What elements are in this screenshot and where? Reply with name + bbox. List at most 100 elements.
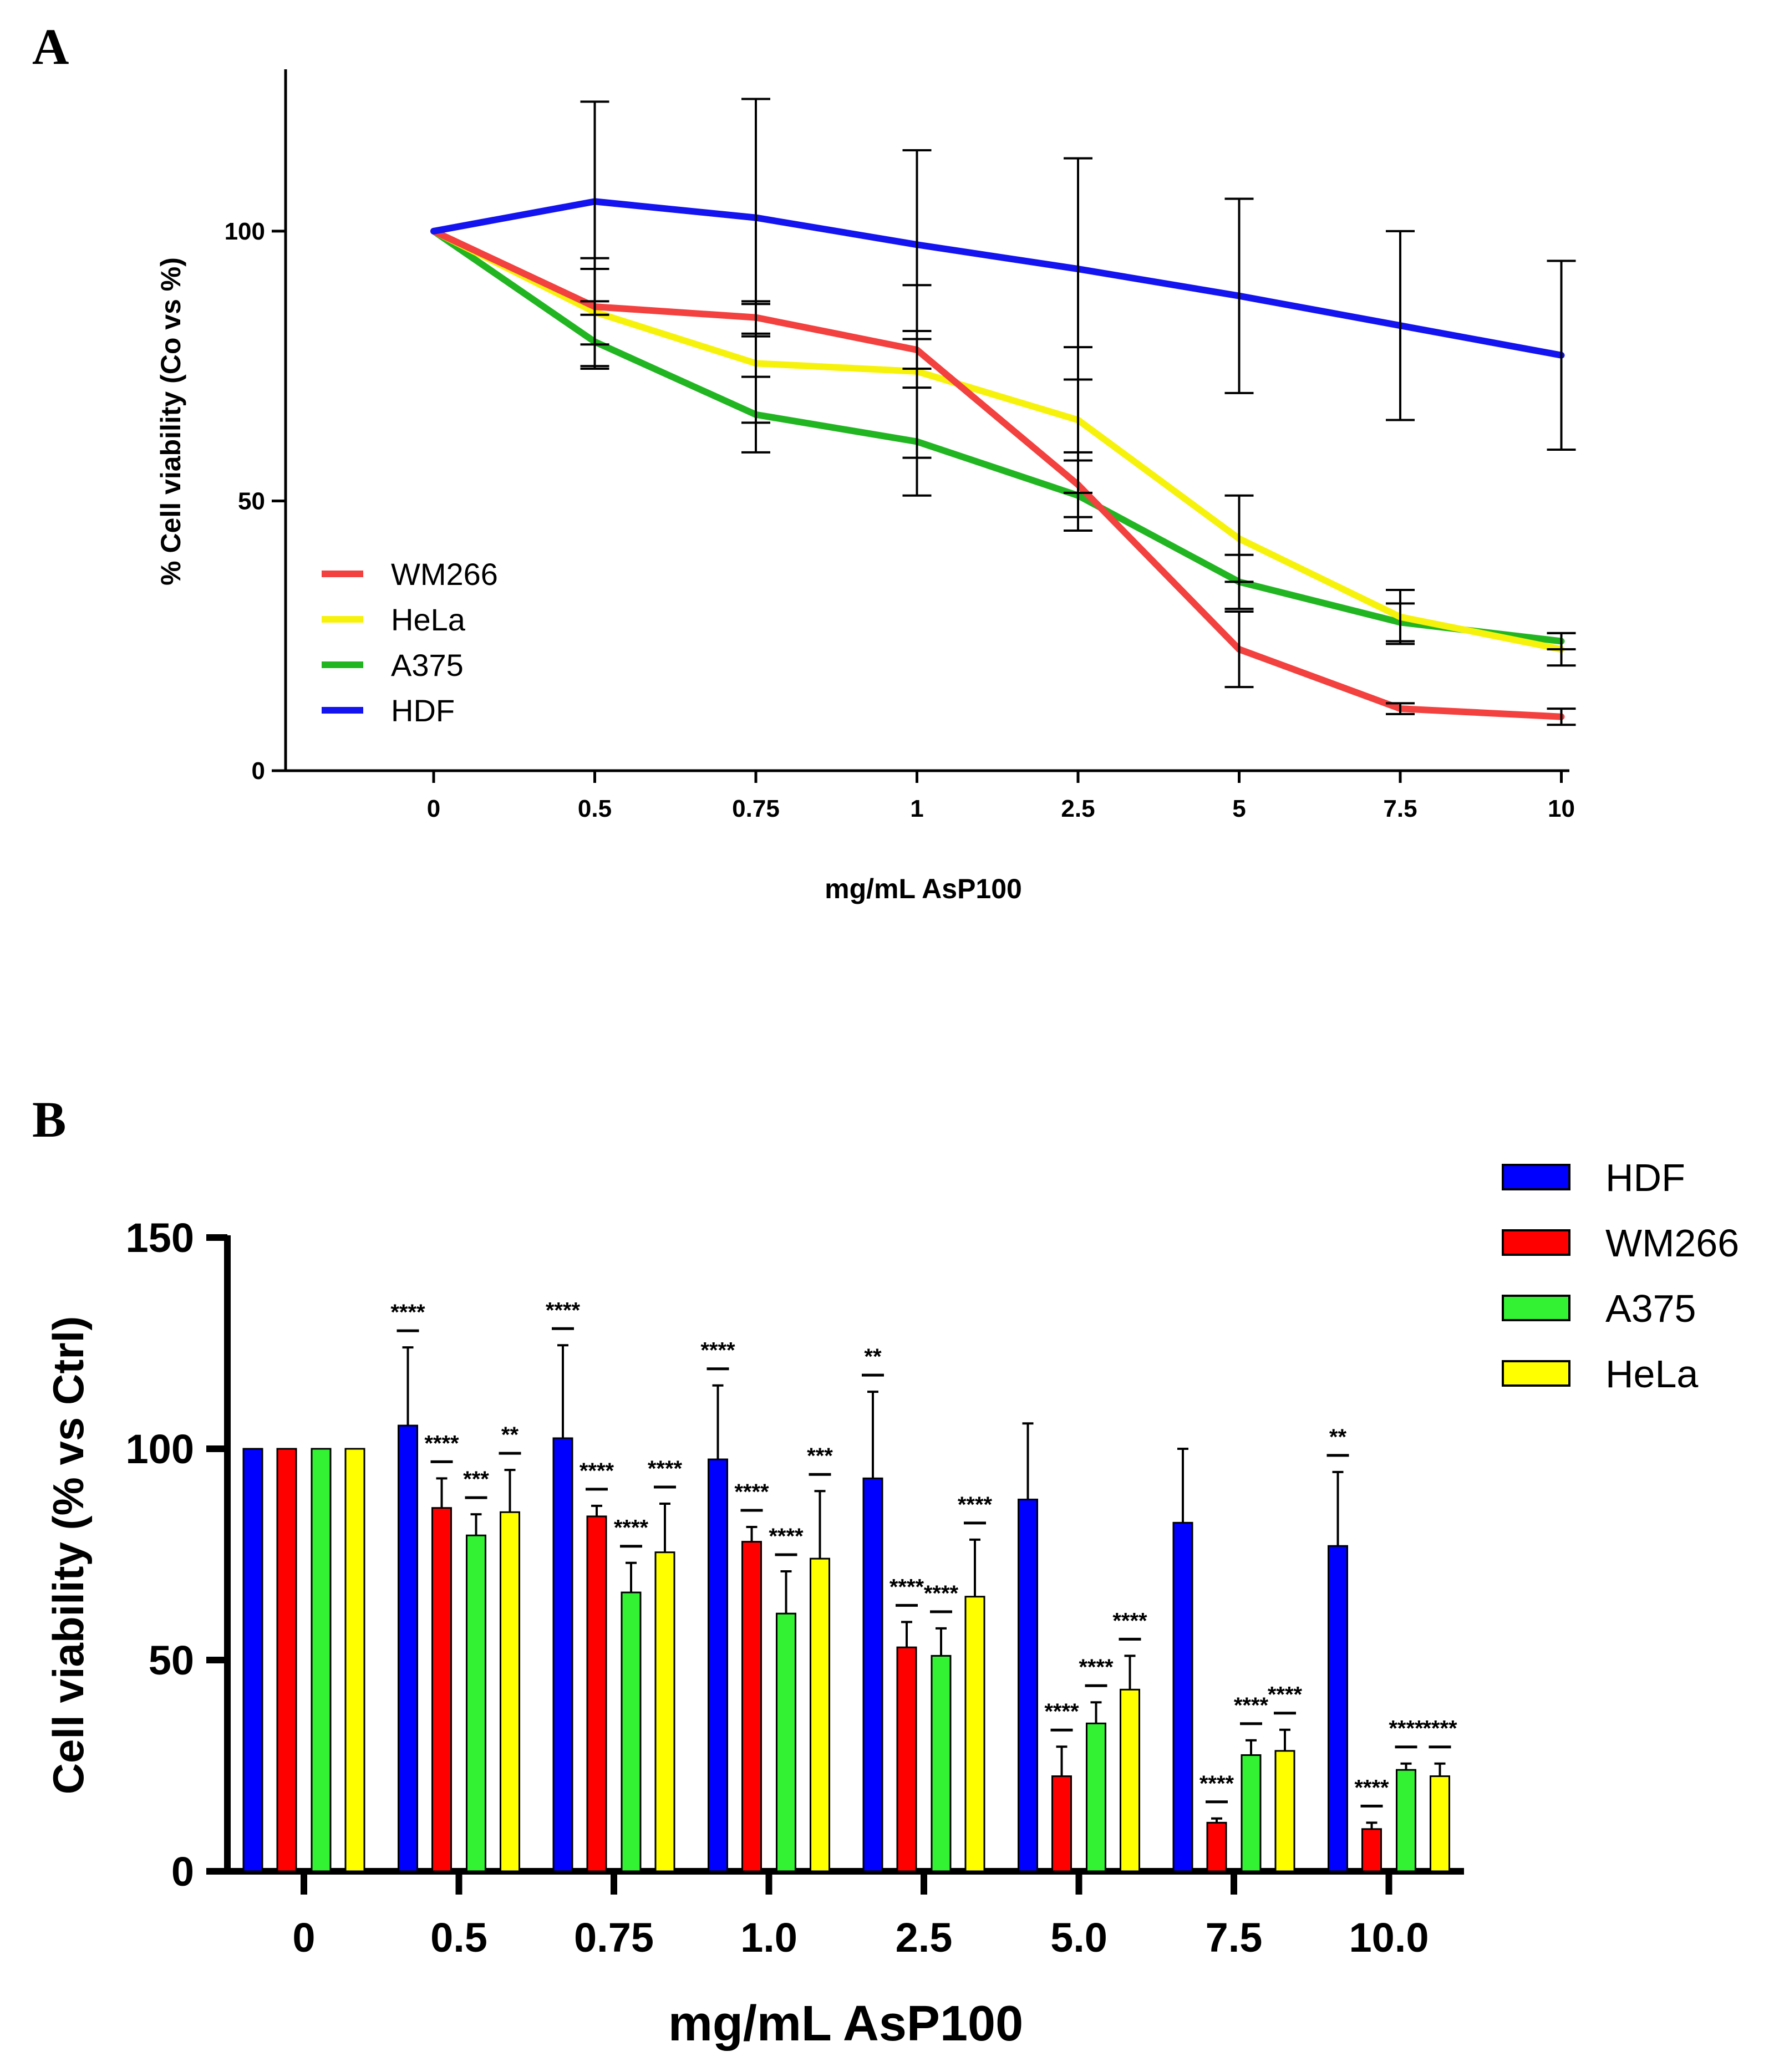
bar-wm266 [896,1646,917,1872]
significance-stars: **** [734,1480,769,1504]
x-tick-label: 5 [1232,795,1246,822]
bar-hela [1120,1688,1140,1872]
legend-label-a375: A375 [391,648,464,683]
legend-swatch-hela [1502,1360,1570,1387]
x-tick-label: 1.0 [740,1915,797,1961]
bar-a375 [1241,1754,1262,1872]
bar-wm266 [431,1507,452,1872]
bar-a375 [466,1534,486,1872]
significance-stars: *** [463,1467,489,1491]
bar-hela [964,1596,985,1872]
bar-a375 [311,1448,332,1872]
legend-label-wm266: WM266 [1605,1221,1739,1265]
legend-swatch-hdf [1502,1164,1570,1190]
bar-wm266 [586,1515,607,1872]
significance-stars: ** [864,1345,882,1369]
bar-wm266 [1206,1821,1227,1872]
panel-a-letter: A [32,18,69,75]
x-tick-label: 2.5 [1061,795,1095,822]
y-tick-label: 50 [238,487,265,515]
series-line-wm266 [430,227,1565,720]
legend-swatch-wm266 [1502,1229,1570,1256]
bar-hdf [1018,1498,1038,1872]
y-tick-label: 100 [126,1426,194,1472]
bar-wm266 [741,1541,762,1872]
significance-stars: **** [1354,1775,1389,1800]
significance-stars: **** [1044,1699,1079,1724]
x-tick-label: 0.75 [732,795,780,822]
significance-stars: **** [1234,1693,1269,1718]
y-tick-label: 150 [126,1215,194,1261]
significance-stars: *** [807,1444,833,1468]
significance-stars: **** [1079,1655,1114,1679]
significance-stars: **** [424,1431,459,1455]
bar-hdf [1328,1545,1348,1872]
bar-hdf [398,1424,418,1872]
x-axis-title: mg/mL AsP100 [825,873,1022,904]
bar-wm266 [276,1448,297,1872]
x-tick-label: 10 [1548,795,1575,822]
significance-stars: ** [1329,1425,1347,1449]
significance-stars: **** [924,1581,959,1606]
y-tick-label: 0 [171,1849,194,1895]
y-tick-label: 50 [149,1637,194,1683]
x-tick-label: 1 [910,795,923,822]
panel-b-bar-chart: 0 50 100 150 0 0.5 0.75 1.0 2.5 5.0 7.5 10.0 mg/mL A… [44,1156,1739,2051]
significance-stars: **** [1199,1771,1234,1796]
significance-stars: **** [769,1524,804,1549]
bar-hdf [242,1448,263,1872]
x-tick-label: 7.5 [1383,795,1417,822]
significance-stars: **** [890,1575,924,1599]
panel-b-letter: B [32,1091,66,1148]
significance-stars: **** [700,1338,735,1363]
bar-hdf [862,1477,883,1872]
x-tick-label: 0 [292,1915,315,1961]
significance-stars: **** [580,1459,614,1483]
x-tick-label: 0.5 [578,795,612,822]
bar-hdf [552,1437,573,1872]
significance-stars: **** [648,1457,683,1481]
bar-a375 [1396,1769,1416,1872]
x-tick-label: 0 [427,795,440,822]
bar-wm266 [1361,1828,1382,1872]
significance-stars: **** [1389,1717,1424,1741]
y-tick-label: 100 [225,218,265,245]
y-axis-title: % Cell viability (Co vs %) [155,257,186,586]
x-tick-label: 2.5 [896,1915,953,1961]
bar-hela [810,1557,830,1872]
bar-a375 [776,1612,796,1872]
significance-stars: ** [501,1423,519,1447]
x-tick-label: 7.5 [1206,1915,1263,1961]
legend-label-hela: HeLa [391,602,466,637]
bar-a375 [931,1654,952,1872]
legend-label-hela: HeLa [1605,1352,1698,1396]
x-tick-label: 10.0 [1349,1915,1429,1961]
x-tick-label: 0.5 [430,1915,487,1961]
panel-a-line-chart: 0 50 100 0 0.5 0.75 1 2.5 5 7.5 10 mg/mL AsP100 % Ce… [155,69,1576,904]
bar-hdf [708,1458,728,1872]
bar-hela [1274,1750,1295,1872]
significance-stars: **** [614,1516,649,1540]
significance-stars: **** [390,1300,425,1325]
legend-label-a375: A375 [1605,1287,1696,1330]
series-line-a375 [430,227,1565,645]
bar-wm266 [1051,1775,1072,1872]
y-tick-label: 0 [252,757,265,785]
legend-swatch-a375 [1502,1295,1570,1321]
series-line-hela [430,227,1565,653]
bar-hela [344,1448,365,1872]
bar-hela [654,1551,675,1872]
bar-hela [500,1511,520,1872]
bar-hela [1430,1775,1450,1872]
series-line-hdf [430,198,1565,359]
significance-stars: **** [1112,1608,1147,1633]
legend-label-wm266: WM266 [391,557,498,592]
bar-hdf [1172,1521,1193,1872]
y-axis-title: Cell viability (% vs Ctrl) [44,1316,93,1795]
bar-a375 [1086,1722,1106,1872]
legend-label-hdf: HDF [391,693,455,728]
bar-a375 [621,1591,642,1872]
significance-stars: **** [958,1493,993,1517]
significance-stars: **** [1422,1717,1457,1741]
